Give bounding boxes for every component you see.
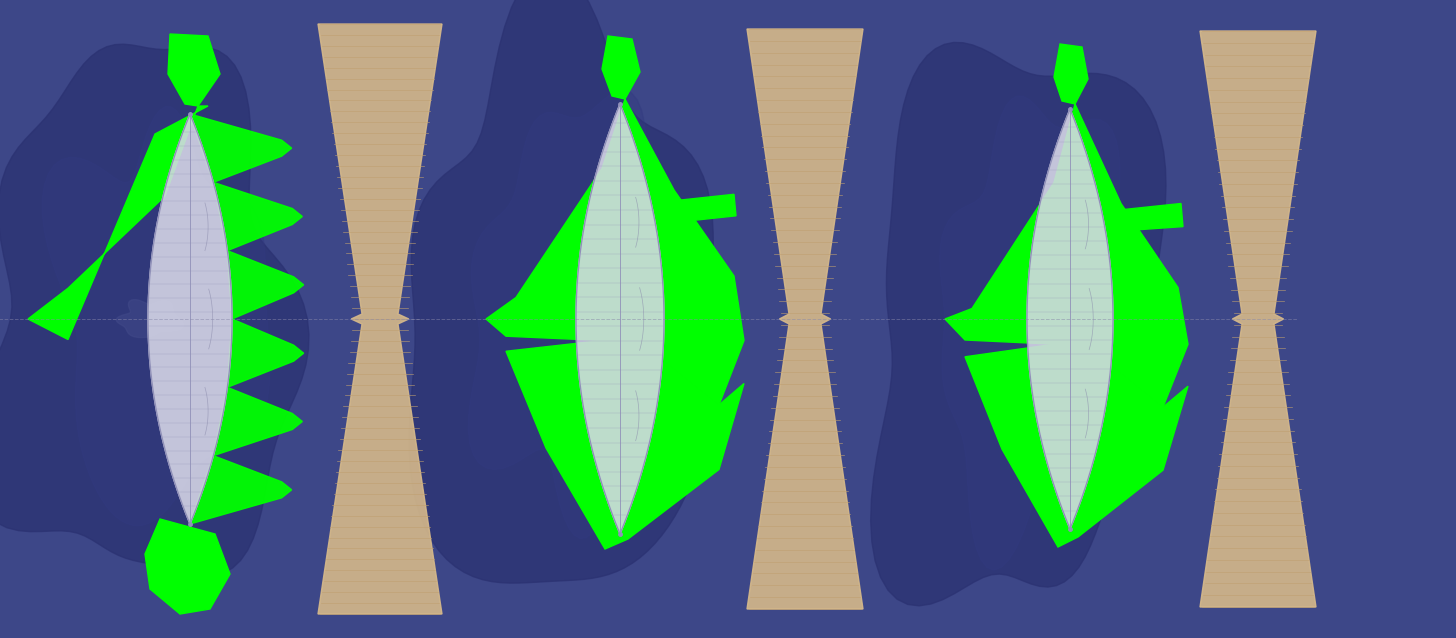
Polygon shape (1000, 302, 1061, 334)
Polygon shape (577, 104, 664, 534)
Polygon shape (939, 96, 1133, 570)
Polygon shape (1026, 109, 1112, 529)
Polygon shape (42, 107, 269, 526)
Polygon shape (486, 99, 625, 341)
Polygon shape (149, 114, 232, 524)
Polygon shape (214, 182, 303, 251)
Polygon shape (545, 300, 606, 338)
Polygon shape (146, 519, 230, 614)
Polygon shape (507, 330, 744, 549)
Polygon shape (965, 336, 1188, 547)
Polygon shape (227, 251, 304, 319)
Polygon shape (1054, 44, 1088, 104)
Polygon shape (116, 300, 183, 338)
Polygon shape (227, 319, 304, 387)
Polygon shape (625, 99, 744, 405)
Polygon shape (1200, 31, 1316, 607)
Polygon shape (409, 0, 713, 583)
Polygon shape (167, 34, 220, 106)
Polygon shape (945, 104, 1075, 344)
Polygon shape (469, 90, 687, 538)
Polygon shape (1121, 204, 1184, 231)
Polygon shape (674, 195, 735, 222)
Polygon shape (214, 387, 303, 456)
Polygon shape (1075, 104, 1188, 407)
Polygon shape (747, 29, 863, 609)
Polygon shape (189, 114, 291, 182)
Polygon shape (189, 456, 291, 524)
Polygon shape (28, 106, 208, 339)
Polygon shape (871, 43, 1166, 606)
Polygon shape (601, 36, 641, 99)
Polygon shape (0, 44, 309, 576)
Polygon shape (317, 24, 443, 614)
